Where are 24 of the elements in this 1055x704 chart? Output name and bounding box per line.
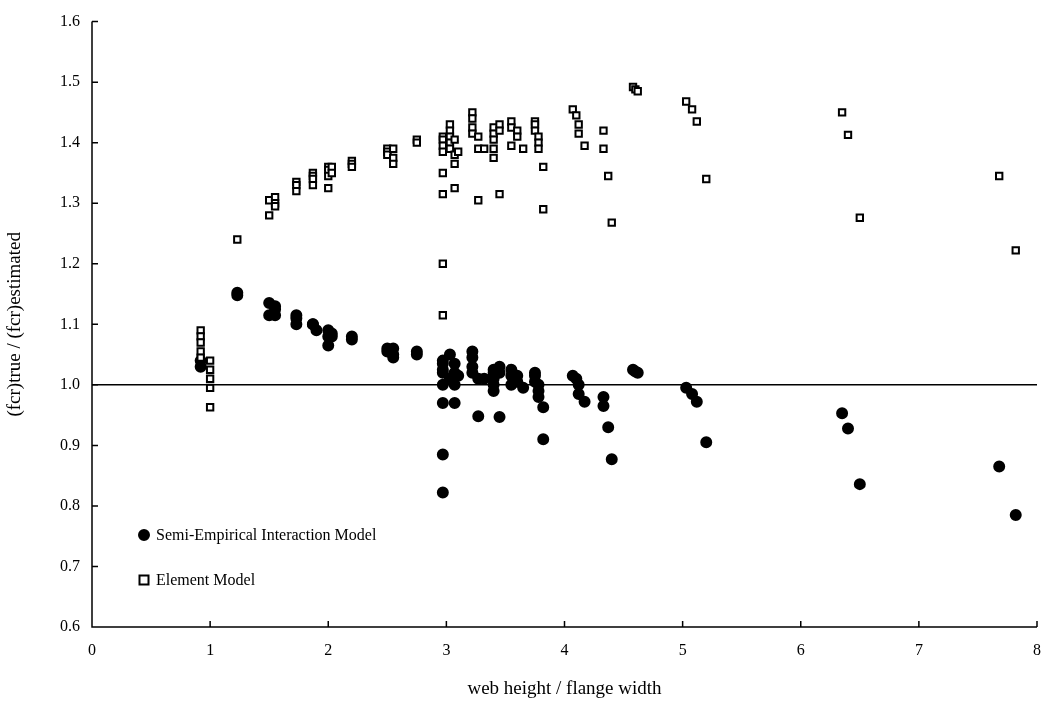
y-tick-label: 1.1 (60, 314, 80, 332)
y-tick-label: 1.4 (60, 132, 80, 150)
y-tick-label: 1.2 (60, 253, 80, 271)
y-tick-label: 1.0 (60, 375, 80, 393)
x-tick-label: 8 (1033, 640, 1041, 658)
x-tick-label: 7 (914, 640, 923, 658)
y-tick-label: 1.5 (60, 72, 80, 90)
y-tick-label: 0.7 (60, 556, 80, 574)
x-tick-label: 5 (678, 640, 687, 658)
y-axis-title: (fcr)true / (fcr)estimated (3, 231, 26, 417)
y-tick-label: 1.3 (60, 193, 80, 211)
x-tick-label: 4 (560, 640, 569, 658)
x-tick-label: 2 (324, 640, 333, 658)
legend-label: Semi-Empirical Interaction Model (156, 526, 377, 545)
y-tick-label: 1.6 (60, 11, 80, 29)
x-tick-label: 1 (206, 640, 215, 658)
x-tick-label: 3 (442, 640, 451, 658)
x-tick-label: 6 (796, 640, 805, 658)
y-tick-label: 0.6 (60, 617, 80, 635)
x-axis-title: web height / flange width (467, 676, 663, 698)
y-tick-label: 0.8 (60, 496, 80, 514)
x-tick-label: 0 (88, 640, 96, 658)
y-tick-label: 0.9 (60, 435, 80, 453)
legend-label: Element Model (156, 571, 256, 589)
